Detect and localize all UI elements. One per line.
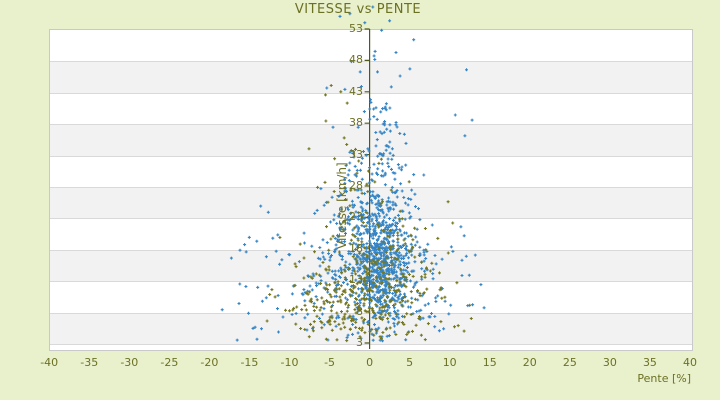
- y-tick-label: 28: [349, 179, 363, 192]
- scatter-series-blue: [220, 5, 486, 343]
- x-tick-label: 30: [602, 356, 617, 369]
- y-tick-label: 13: [349, 273, 363, 287]
- x-tick-label: 20: [522, 356, 537, 369]
- chart-title: VITESSE vs PENTE: [294, 2, 422, 17]
- x-tick-label: -30: [120, 356, 139, 369]
- y-tick-label: 23: [349, 210, 363, 224]
- grid-band: [50, 61, 692, 93]
- x-tick-label: -20: [200, 356, 219, 369]
- grid-band: [50, 155, 692, 187]
- x-tick-label: 25: [562, 356, 577, 369]
- y-tick-label: 18: [349, 241, 363, 255]
- x-tick-label: 40: [683, 356, 697, 369]
- x-tick-label: 15: [482, 356, 497, 369]
- y-axis-line: [364, 28, 371, 349]
- x-tick-label: -25: [160, 356, 179, 369]
- x-tick-label: -35: [80, 356, 99, 369]
- grid-band: [50, 124, 692, 156]
- grid-band: [50, 30, 692, 62]
- y-tick-label: 48: [349, 53, 363, 67]
- x-tick-label: -15: [240, 356, 259, 369]
- scatter-series-olive: [265, 84, 473, 343]
- grid-band: [50, 312, 692, 344]
- x-tick-label: 35: [642, 356, 657, 369]
- y-tick-label: 53: [349, 22, 363, 35]
- y-tick-label: 3: [356, 336, 363, 349]
- y-tick-label: 38: [349, 116, 363, 130]
- x-tick-label: 10: [442, 356, 457, 369]
- x-tick-label: -10: [280, 356, 299, 369]
- grid-band: [50, 344, 692, 350]
- y-tick-label: 43: [349, 84, 363, 98]
- y-tick-label: 8: [356, 304, 363, 318]
- y-axis-title: Vitesse [km/h]: [335, 162, 349, 249]
- x-tick-label: -40: [40, 356, 59, 369]
- x-tick-label: 5: [406, 356, 414, 369]
- x-axis-title: Pente [%]: [637, 372, 691, 385]
- x-tick-label: 0: [366, 356, 374, 369]
- y-tick-label: 33: [349, 147, 363, 161]
- x-tick-label: -5: [324, 356, 336, 369]
